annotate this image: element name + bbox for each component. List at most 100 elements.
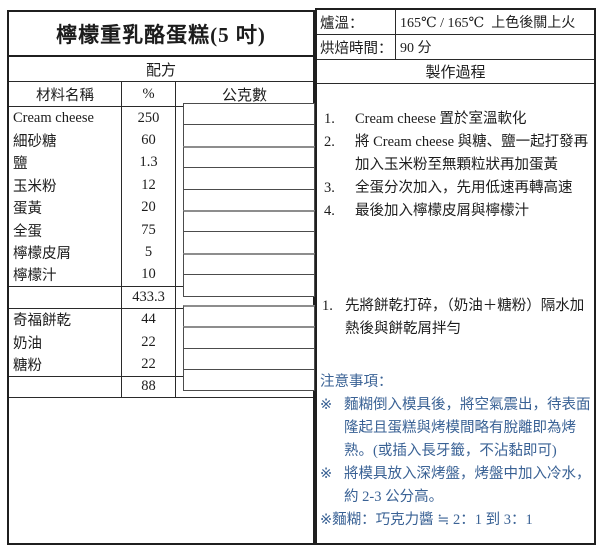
col-header-name: 材料名稱: [9, 82, 122, 106]
process-step: 4. 最後加入檸檬皮屑與檸檬汁: [317, 200, 594, 223]
oven-temp-label: 爐溫：: [317, 10, 396, 34]
step-number: 4.: [324, 203, 335, 219]
recipe-table: 檸檬重乳酪蛋糕(5 吋) 配方 材料名稱 % 公克數 Cream cheese …: [7, 10, 315, 545]
ingredient-name: 檸檬汁: [9, 263, 122, 287]
formula-section-header: 配方: [9, 57, 313, 82]
ingredient-percent: 60: [122, 129, 176, 152]
notes-title: 注意事項：: [320, 374, 393, 390]
ingredients-grid: 材料名稱 % 公克數 Cream cheese 250 細砂糖 60 鹽 1.3…: [9, 82, 313, 399]
ingredient-name: 玉米粉: [9, 174, 122, 197]
note-text: 將模具放入深烤盤，烤盤中加入冷水，約 2-3 公分高。: [344, 466, 591, 505]
note-marker: ※: [320, 466, 333, 482]
process-table: 爐溫： 165℃ / 165℃ 上色後關上火 烘焙時間： 90 分 製作過程 1…: [315, 8, 596, 545]
grams-blank-cell: [183, 347, 315, 370]
ingredient-percent: 22: [122, 353, 176, 376]
ingredient-row: 糖粉 22: [9, 353, 313, 376]
ingredient-percent: 12: [122, 174, 176, 197]
process-step: 1. 先將餅乾打碎，（奶油＋糖粉）隔水加熱後與餅乾屑拌勻: [317, 295, 594, 341]
step-text: 最後加入檸檬皮屑與檸檬汁: [355, 203, 529, 219]
process-step: 1. Cream cheese 置於室溫軟化: [317, 108, 594, 131]
grams-blank-cell: [183, 103, 315, 126]
note-marker: ※: [320, 397, 333, 413]
step-number: 3.: [324, 180, 335, 196]
col-header-percent: %: [122, 82, 176, 106]
subtotal-name-empty: [9, 376, 122, 398]
note-item: ※ 麵糊：巧克力醬 ≒ 2：1 到 3：1: [317, 509, 594, 532]
ingredient-percent: 10: [122, 263, 176, 287]
empty-bottom-cell: [9, 398, 313, 541]
grams-blank-boxes-batter: [183, 103, 315, 297]
step-text: Cream cheese 置於室溫軟化: [355, 111, 527, 127]
grams-blank-boxes-crust: [183, 305, 315, 392]
ingredient-name: 細砂糖: [9, 129, 122, 152]
ingredient-row: 檸檬皮屑 5: [9, 241, 313, 264]
ingredient-percent: 75: [122, 218, 176, 242]
note-text: 麵糊：巧克力醬 ≒ 2：1 到 3：1: [332, 512, 533, 528]
ingredient-percent: 20: [122, 196, 176, 219]
ingredient-row: 蛋黃 20: [9, 196, 313, 219]
ingredient-percent: 44: [122, 308, 176, 331]
ingredient-percent: 22: [122, 330, 176, 354]
bake-time-value: 90 分: [400, 41, 432, 56]
ingredient-row: 鹽 1.3: [9, 151, 313, 175]
ingredient-percent: 1.3: [122, 151, 176, 175]
ingredient-name: 鹽: [9, 151, 122, 175]
grams-blank-cell: [183, 252, 315, 276]
ingredient-row: Cream cheese 250: [9, 107, 313, 130]
grams-blank-cell: [183, 167, 315, 190]
grams-blank-cell: [183, 209, 315, 233]
step-text: 全蛋分次加入，先用低速再轉高速: [355, 180, 573, 196]
ingredient-percent: 5: [122, 241, 176, 264]
ingredient-name: 檸檬皮屑: [9, 241, 122, 264]
page-title: 檸檬重乳酪蛋糕(5 吋): [9, 12, 313, 57]
grams-blank-cell: [183, 274, 315, 297]
ingredient-name: 奇福餅乾: [9, 308, 122, 331]
grams-blank-cell: [183, 188, 315, 211]
bake-time-label: 烘焙時間：: [317, 35, 396, 59]
process-section-header: 製作過程: [317, 60, 594, 84]
ingredient-row: 檸檬汁 10: [9, 263, 313, 287]
step-text: 先將餅乾打碎，（奶油＋糖粉）隔水加熱後與餅乾屑拌勻: [345, 298, 585, 337]
subtotal-row-batter: 433.3: [9, 286, 313, 309]
subtotal-name-empty: [9, 287, 122, 308]
note-item: ※ 麵糊倒入模具後，將空氣震出，待表面隆起且蛋糕與烤模間略有脫離即為烤熟。(或插…: [317, 394, 594, 463]
ingredient-row: 奶油 22: [9, 330, 313, 354]
ingredient-name: 蛋黃: [9, 196, 122, 219]
step-number: 1.: [322, 298, 333, 314]
step-number: 1.: [324, 111, 335, 127]
step-number: 2.: [324, 134, 335, 150]
ingredient-row: 奇福餅乾 44: [9, 308, 313, 331]
subtotal-row-crust: 88: [9, 375, 313, 399]
process-steps-cell: 1. Cream cheese 置於室溫軟化 2. 將 Cream cheese…: [317, 84, 594, 532]
oven-temp-value: 165℃ / 165℃ 上色後關上火: [400, 16, 576, 31]
column-header-row: 材料名稱 % 公克數: [9, 82, 313, 107]
ingredient-name: 奶油: [9, 330, 122, 354]
grams-blank-cell: [183, 305, 315, 328]
ingredient-name: 糖粉: [9, 353, 122, 376]
ingredient-row: 玉米粉 12: [9, 174, 313, 197]
crust-steps-list: 1. 先將餅乾打碎，（奶油＋糖粉）隔水加熱後與餅乾屑拌勻: [317, 295, 594, 341]
grams-blank-cell: [183, 145, 315, 169]
ingredient-percent: 250: [122, 107, 176, 130]
subtotal-percent: 433.3: [122, 287, 176, 308]
note-text: 麵糊倒入模具後，將空氣震出，待表面隆起且蛋糕與烤模間略有脫離即為烤熟。(或插入長…: [344, 397, 591, 459]
ingredient-name: 全蛋: [9, 218, 122, 242]
oven-temp-row: 爐溫： 165℃ / 165℃ 上色後關上火: [317, 10, 594, 35]
batter-steps-list: 1. Cream cheese 置於室溫軟化 2. 將 Cream cheese…: [317, 108, 594, 223]
step-text: 將 Cream cheese 與糖、鹽一起打發再加入玉米粉至無顆粒狀再加蛋黃: [355, 134, 589, 173]
grams-blank-cell: [183, 326, 315, 349]
ingredient-name: Cream cheese: [9, 107, 122, 130]
grams-blank-cell: [183, 124, 315, 147]
grams-blank-cell: [183, 368, 315, 392]
process-step: 2. 將 Cream cheese 與糖、鹽一起打發再加入玉米粉至無顆粒狀再加蛋…: [317, 131, 594, 177]
note-marker: ※: [320, 512, 333, 528]
subtotal-percent: 88: [122, 376, 176, 398]
note-item: ※ 將模具放入深烤盤，烤盤中加入冷水，約 2-3 公分高。: [317, 463, 594, 509]
grams-blank-cell: [183, 231, 315, 254]
col-header-grams: 公克數: [221, 87, 267, 104]
bake-time-row: 烘焙時間： 90 分: [317, 35, 594, 60]
ingredient-row: 全蛋 75: [9, 218, 313, 242]
ingredient-row: 細砂糖 60: [9, 129, 313, 152]
process-step: 3. 全蛋分次加入，先用低速再轉高速: [317, 177, 594, 200]
